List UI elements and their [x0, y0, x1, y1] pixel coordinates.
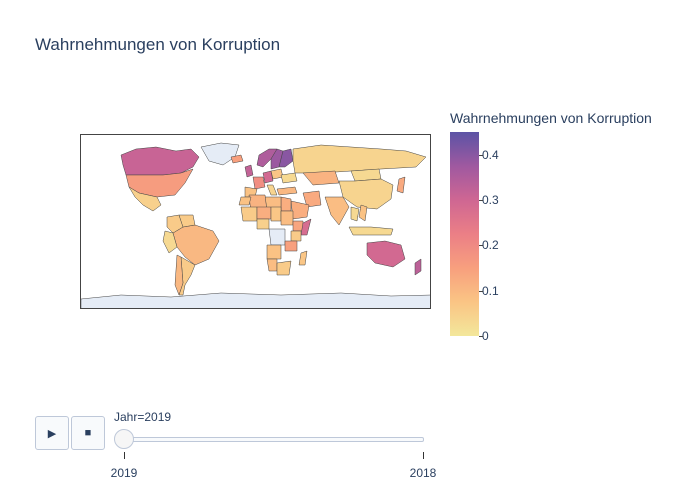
region-vietnam[interactable]	[358, 204, 368, 222]
region-antarctica[interactable]	[81, 292, 431, 309]
region-colombia[interactable]	[166, 214, 184, 234]
region-kenya[interactable]	[290, 230, 302, 242]
region-ukraine[interactable]	[280, 172, 298, 184]
region-thailand[interactable]	[350, 206, 360, 222]
slider-current-value: Jahr=2019	[114, 410, 172, 424]
region-indonesia[interactable]	[348, 226, 394, 236]
region-turkey[interactable]	[276, 186, 298, 196]
region-somalia[interactable]	[300, 218, 312, 236]
region-tanzania[interactable]	[284, 240, 298, 252]
region-namibia[interactable]	[266, 258, 278, 272]
colorbar-title: Wahrnehmungen von Korruption	[450, 110, 652, 126]
region-iceland[interactable]	[230, 154, 244, 164]
play-icon: ▶	[47, 427, 57, 440]
region-united-kingdom[interactable]	[244, 164, 254, 178]
region-peru[interactable]	[162, 230, 178, 254]
region-poland[interactable]	[270, 168, 284, 180]
play-button[interactable]: ▶	[35, 416, 69, 450]
region-france[interactable]	[252, 176, 266, 190]
region-japan[interactable]	[396, 176, 406, 194]
slider-step-label[interactable]: 2019	[110, 466, 138, 480]
slider-step-tick	[124, 452, 125, 459]
region-iran[interactable]	[302, 190, 322, 208]
region-italy[interactable]	[266, 184, 278, 196]
region-finland[interactable]	[278, 148, 294, 168]
colorbar-tick-label: 0.2	[482, 238, 499, 253]
colorbar-tick-mark	[479, 336, 483, 337]
slider-step-tick	[423, 452, 424, 459]
colorbar-tick-mark	[479, 200, 483, 201]
region-chad[interactable]	[270, 206, 282, 222]
region-germany[interactable]	[262, 170, 274, 184]
colorbar	[450, 132, 479, 336]
region-australia[interactable]	[366, 240, 406, 268]
region-south-africa[interactable]	[276, 260, 292, 276]
region-sudan[interactable]	[280, 210, 294, 226]
region-venezuela[interactable]	[178, 214, 196, 228]
region-chile[interactable]	[174, 254, 184, 296]
region-mexico[interactable]	[128, 186, 162, 212]
map-frame[interactable]	[80, 134, 431, 309]
region-madagascar[interactable]	[298, 250, 308, 266]
colorbar-tick-label: 0.3	[482, 193, 499, 207]
colorbar-tick-label: 0.1	[482, 283, 499, 298]
region-kazakhstan[interactable]	[302, 170, 340, 186]
world-map[interactable]	[81, 135, 431, 309]
region-egypt[interactable]	[280, 196, 292, 212]
colorbar-tick-mark	[479, 245, 483, 247]
stop-icon: ■	[84, 427, 92, 439]
colorbar-tick-label: 0.4	[482, 147, 499, 162]
region-niger[interactable]	[256, 206, 272, 220]
region-morocco[interactable]	[238, 196, 252, 206]
region-india[interactable]	[324, 196, 350, 226]
slider-step-label[interactable]: 2018	[409, 466, 437, 480]
colorbar-tick-label: 0	[482, 329, 489, 343]
chart-title: Wahrnehmungen von Korruption	[35, 35, 281, 54]
region-dr-congo[interactable]	[268, 228, 286, 246]
region-mali[interactable]	[240, 206, 258, 222]
region-new-zealand[interactable]	[414, 258, 422, 276]
region-nigeria[interactable]	[256, 218, 270, 230]
region-angola[interactable]	[266, 244, 282, 260]
region-china[interactable]	[338, 178, 394, 210]
region-russia[interactable]	[292, 144, 427, 174]
stop-button[interactable]: ■	[71, 416, 105, 450]
colorbar-tick-mark	[479, 154, 483, 156]
slider-handle[interactable]	[114, 429, 134, 449]
slider-rail[interactable]	[124, 437, 424, 442]
region-ethiopia[interactable]	[292, 220, 304, 232]
colorbar-tick-mark	[479, 290, 483, 292]
